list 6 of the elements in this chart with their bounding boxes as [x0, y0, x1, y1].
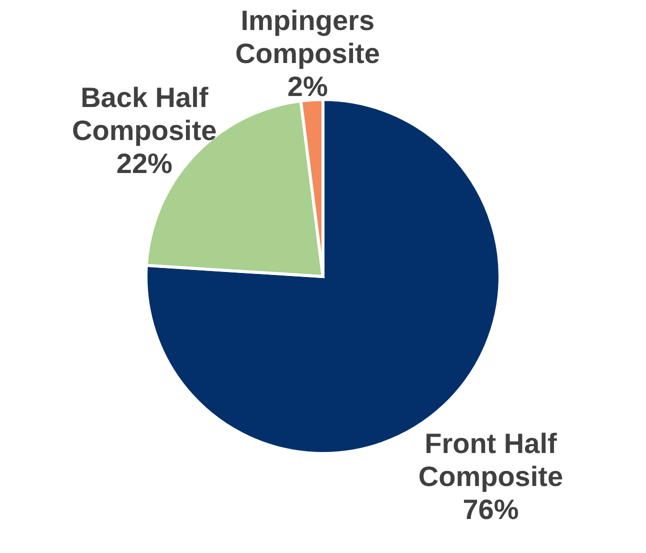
slice-label: Back Half Composite — [72, 82, 217, 146]
slice-label: Impingers Composite — [235, 4, 380, 69]
data-label: 2% — [287, 70, 328, 102]
slice-label: Front Half Composite — [418, 428, 564, 492]
data-label: 22% — [116, 148, 173, 179]
data-label: 76% — [462, 494, 519, 526]
